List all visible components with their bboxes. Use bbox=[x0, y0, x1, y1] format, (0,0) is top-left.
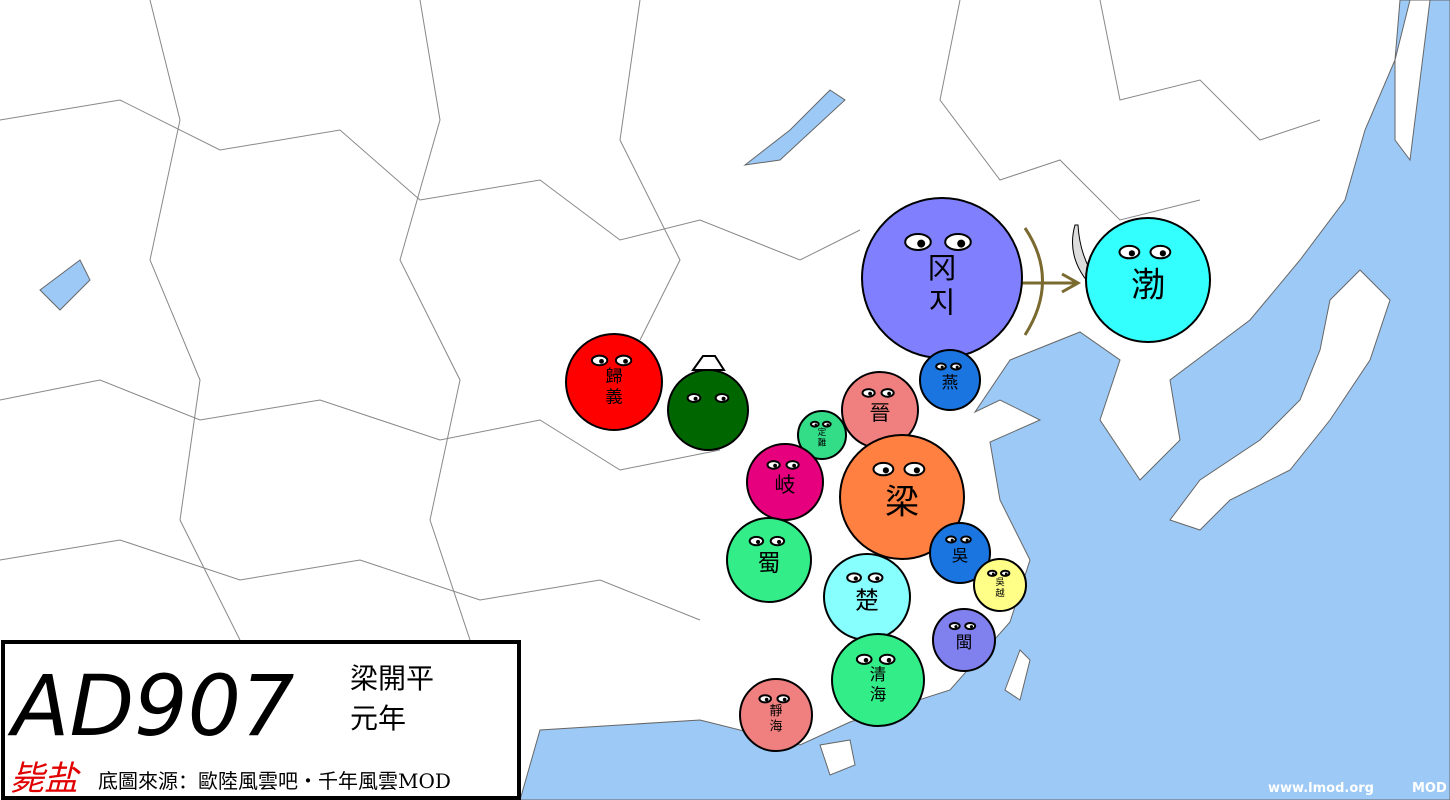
pupil bbox=[853, 576, 858, 581]
ball bbox=[929, 522, 991, 584]
japan bbox=[1169, 269, 1391, 531]
pupil bbox=[792, 463, 797, 468]
ball-label: 梁 bbox=[885, 482, 919, 522]
lake-balkhash bbox=[39, 259, 91, 311]
ball bbox=[797, 410, 847, 460]
ball bbox=[919, 349, 981, 411]
pupil bbox=[755, 539, 761, 545]
hat bbox=[691, 355, 726, 371]
ball-label: 晉 bbox=[870, 401, 891, 425]
ball-label: 海 bbox=[770, 720, 783, 735]
ball-label: 越 bbox=[995, 587, 1005, 599]
ball-label: 岐 bbox=[775, 473, 796, 497]
pupil bbox=[599, 358, 604, 364]
pupil bbox=[965, 538, 969, 542]
ball bbox=[973, 558, 1027, 612]
ball bbox=[739, 678, 813, 752]
pupil bbox=[957, 239, 966, 248]
pupil bbox=[1128, 250, 1135, 257]
ball-label: 難 bbox=[818, 437, 827, 449]
pupil bbox=[1159, 250, 1166, 257]
ball-label: 燕 bbox=[942, 373, 959, 392]
source: 底圖來源：歐陸風雲吧・千年風雲MOD bbox=[98, 769, 451, 793]
pupil bbox=[721, 396, 726, 401]
pupil bbox=[917, 239, 926, 248]
pupil bbox=[863, 657, 869, 663]
ball-label: 清 bbox=[870, 665, 887, 684]
pupil bbox=[782, 697, 787, 702]
caption-box bbox=[1, 640, 521, 800]
era: 元年 bbox=[350, 702, 406, 735]
taiwan bbox=[1004, 649, 1031, 701]
pupil bbox=[814, 423, 817, 426]
pupil bbox=[868, 391, 873, 396]
ball bbox=[839, 434, 965, 560]
pupil bbox=[887, 391, 892, 396]
ball bbox=[1085, 217, 1211, 343]
ball bbox=[726, 517, 812, 603]
pupil bbox=[954, 625, 958, 629]
pupil bbox=[764, 697, 769, 702]
ball-label: 渤 bbox=[1131, 265, 1165, 305]
borders bbox=[0, 0, 1321, 641]
pupil bbox=[955, 365, 959, 369]
ball bbox=[667, 369, 749, 451]
pupil bbox=[969, 625, 973, 629]
hainan bbox=[819, 739, 856, 776]
ball bbox=[565, 333, 663, 431]
ball-label: 吳 bbox=[995, 577, 1004, 588]
sea bbox=[519, 0, 1450, 800]
pupil bbox=[693, 396, 698, 401]
lake-baikal bbox=[743, 89, 846, 166]
watermark-site: www.lmod.org bbox=[1268, 781, 1374, 796]
sakhalin bbox=[1394, 0, 1431, 162]
ball-label: 靜 bbox=[770, 704, 783, 719]
pupil bbox=[913, 467, 920, 474]
ball bbox=[932, 608, 996, 672]
pupil bbox=[826, 423, 829, 426]
pupil bbox=[940, 365, 944, 369]
ball-label: 지 bbox=[929, 285, 956, 319]
ball-label: 海 bbox=[870, 685, 887, 704]
pupil bbox=[875, 576, 880, 581]
watermark-mod: MOD bbox=[1412, 781, 1447, 796]
ball bbox=[831, 633, 925, 727]
pupil bbox=[776, 539, 782, 545]
ball-label: 歸 bbox=[605, 367, 622, 387]
ball-label: 閩 bbox=[955, 633, 972, 653]
pupil bbox=[886, 657, 892, 663]
ball-label: 義 bbox=[605, 388, 622, 408]
ball-label: 楚 bbox=[855, 587, 879, 615]
pupil bbox=[991, 572, 995, 576]
ball-label: 吳 bbox=[952, 546, 969, 565]
year: AD907 bbox=[7, 657, 294, 755]
pupil bbox=[950, 538, 954, 542]
pupil bbox=[882, 467, 889, 474]
pupil bbox=[1004, 572, 1008, 576]
ball bbox=[746, 443, 824, 521]
ball-label: 定 bbox=[818, 426, 827, 438]
pupil bbox=[623, 358, 628, 364]
pupil bbox=[773, 463, 778, 468]
ball-label: 冈 bbox=[928, 251, 957, 285]
era: 梁開平 bbox=[350, 662, 434, 695]
ball-label: 蜀 bbox=[757, 551, 780, 577]
signature: 毙盐 bbox=[10, 759, 81, 799]
